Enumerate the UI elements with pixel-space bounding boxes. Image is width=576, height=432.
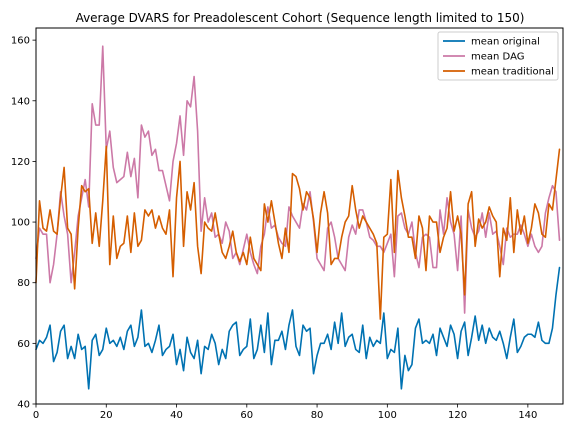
legend-label: mean traditional bbox=[471, 67, 554, 78]
x-tick-label: 40 bbox=[170, 410, 183, 421]
y-tick-label: 40 bbox=[17, 400, 30, 411]
y-tick-label: 160 bbox=[11, 36, 30, 47]
x-tick-label: 20 bbox=[100, 410, 113, 421]
x-tick-label: 140 bbox=[518, 410, 537, 421]
series-line-mean-DAG bbox=[35, 45, 561, 314]
legend-label: mean original bbox=[471, 37, 540, 48]
plot-area bbox=[35, 45, 561, 390]
y-tick-label: 100 bbox=[11, 218, 30, 229]
legend-box bbox=[437, 31, 559, 81]
legend: mean original mean DAG mean traditional bbox=[437, 31, 559, 81]
chart-title: Average DVARS for Preadolescent Cohort (… bbox=[76, 11, 525, 25]
x-tick-label: 60 bbox=[240, 410, 253, 421]
y-tick-label: 140 bbox=[11, 96, 30, 107]
legend-label: mean DAG bbox=[471, 52, 524, 63]
series-line-mean-original bbox=[35, 266, 561, 390]
x-tick-label: 0 bbox=[33, 410, 39, 421]
series-line-mean-traditional bbox=[35, 145, 561, 320]
x-tick-label: 120 bbox=[448, 410, 467, 421]
x-tick-label: 100 bbox=[378, 410, 397, 421]
y-tick-label: 120 bbox=[11, 157, 30, 168]
axes: 0 20 40 60 80 100 120 140 40 60 80 100 120 140 160 bbox=[11, 27, 564, 421]
y-tick-label: 80 bbox=[17, 278, 30, 289]
y-tick-label: 60 bbox=[17, 339, 30, 350]
axes-frame bbox=[35, 27, 564, 405]
x-tick-label: 80 bbox=[311, 410, 324, 421]
